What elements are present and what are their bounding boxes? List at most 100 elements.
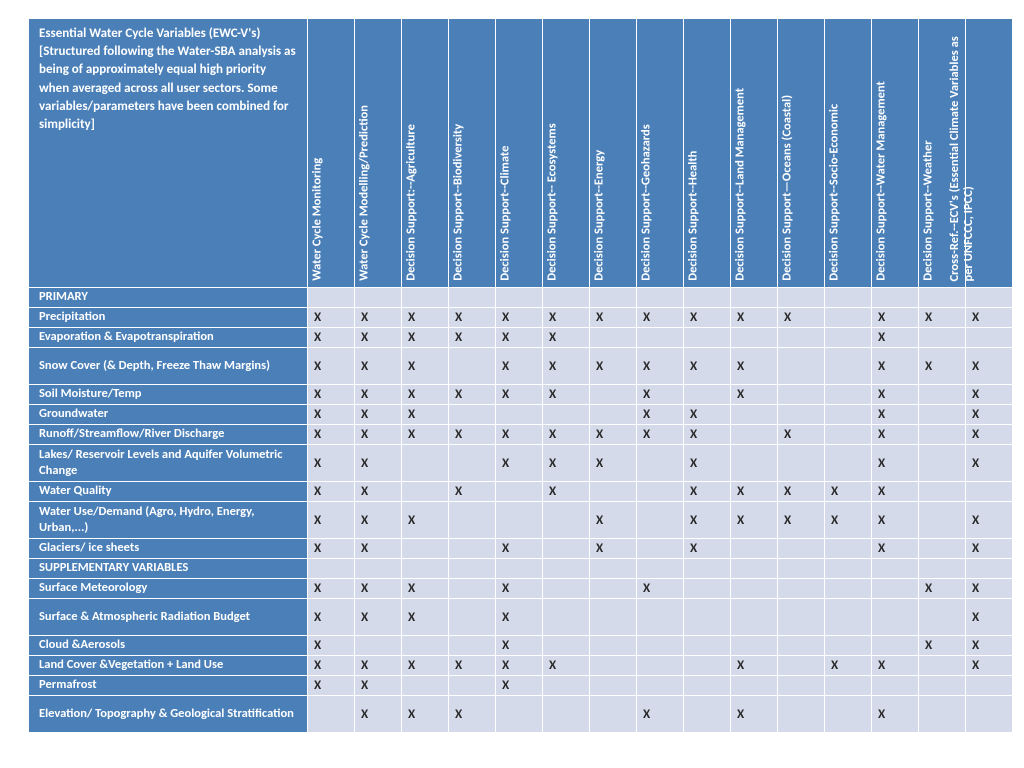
matrix-cell [919,288,965,307]
matrix-cell [919,502,965,538]
matrix-cell [966,288,1012,307]
matrix-cell [919,445,965,481]
matrix-cell [778,328,824,347]
matrix-cell [543,405,589,424]
matrix-cell [543,599,589,635]
matrix-cell [543,559,589,578]
matrix-cell [543,696,589,732]
matrix-cell [449,445,495,481]
matrix-cell [496,288,542,307]
matrix-cell [731,445,777,481]
matrix-cell: X [684,308,730,327]
table-row: Runoff/Streamflow/River DischargeXXXXXXX… [29,425,1012,444]
matrix-cell: X [919,348,965,384]
matrix-cell [825,348,871,384]
matrix-cell: X [872,385,918,404]
matrix-cell: X [731,482,777,501]
matrix-cell [919,656,965,675]
matrix-cell: X [355,502,401,538]
matrix-cell [872,288,918,307]
matrix-cell: X [449,482,495,501]
matrix-cell: X [543,425,589,444]
matrix-cell [872,579,918,598]
matrix-cell: X [308,676,354,695]
row-header: PRIMARY [29,288,307,307]
matrix-cell [402,445,448,481]
matrix-cell: X [402,599,448,635]
matrix-cell: X [778,425,824,444]
matrix-cell [731,405,777,424]
matrix-cell [684,696,730,732]
column-header: Decision Support--Socio-Economic [825,19,871,287]
matrix-cell [966,559,1012,578]
matrix-cell: X [919,308,965,327]
column-header: Decision Support--Health [684,19,730,287]
row-header: Lakes/ Reservoir Levels and Aquifer Volu… [29,445,307,481]
matrix-cell [449,579,495,598]
matrix-cell: X [966,579,1012,598]
matrix-cell [825,425,871,444]
matrix-cell [637,539,683,558]
table-row: Elevation/ Topography & Geological Strat… [29,696,1012,732]
matrix-cell: X [308,482,354,501]
matrix-cell: X [872,328,918,347]
matrix-cell [637,636,683,655]
row-header: Groundwater [29,405,307,424]
matrix-cell: X [355,328,401,347]
matrix-cell [590,676,636,695]
matrix-cell: X [590,308,636,327]
matrix-cell: X [496,385,542,404]
matrix-cell: X [355,308,401,327]
matrix-cell: X [543,385,589,404]
table-body: PRIMARYPrecipitationXXXXXXXXXXXXXXEvapor… [29,288,1012,732]
column-header: Cross-Ref.--ECV's (Essential Climate Var… [966,19,1012,287]
matrix-cell [637,502,683,538]
matrix-cell [402,559,448,578]
matrix-cell: X [355,425,401,444]
matrix-cell: X [496,308,542,327]
matrix-cell: X [684,445,730,481]
matrix-cell: X [355,385,401,404]
matrix-cell: X [684,482,730,501]
matrix-cell: X [966,502,1012,538]
table-row: PermafrostXXX [29,676,1012,695]
matrix-cell [637,288,683,307]
matrix-cell: X [966,425,1012,444]
matrix-cell [402,676,448,695]
matrix-cell: X [402,348,448,384]
matrix-cell [825,288,871,307]
matrix-cell [449,288,495,307]
table-row: Glaciers/ ice sheetsXXXXXXX [29,539,1012,558]
column-header-label: Decision Support--Socio-Economic [827,104,841,281]
matrix-cell: X [637,425,683,444]
matrix-cell: X [402,405,448,424]
matrix-cell: X [496,348,542,384]
matrix-cell [778,288,824,307]
row-header: Surface Meteorology [29,579,307,598]
matrix-cell [590,636,636,655]
matrix-cell [308,288,354,307]
matrix-cell [731,579,777,598]
column-header: Decision Support—Oceans (Coastal) [778,19,824,287]
matrix-cell: X [919,636,965,655]
matrix-cell: X [355,348,401,384]
matrix-cell [825,696,871,732]
row-header: Runoff/Streamflow/River Discharge [29,425,307,444]
matrix-cell: X [308,599,354,635]
matrix-cell [449,676,495,695]
matrix-cell: X [684,348,730,384]
matrix-cell: X [637,308,683,327]
matrix-cell [496,405,542,424]
matrix-cell: X [872,502,918,538]
matrix-cell [637,328,683,347]
matrix-cell [590,385,636,404]
matrix-cell [778,559,824,578]
matrix-cell: X [684,425,730,444]
matrix-cell: X [684,405,730,424]
matrix-cell: X [966,636,1012,655]
matrix-cell: X [543,328,589,347]
matrix-cell [449,636,495,655]
matrix-cell [825,676,871,695]
matrix-cell [731,559,777,578]
matrix-cell [966,482,1012,501]
